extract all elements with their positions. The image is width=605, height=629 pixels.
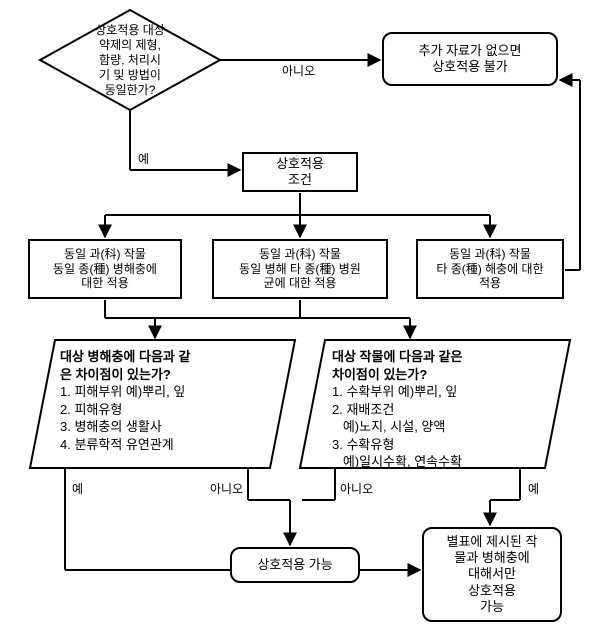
crop-question-item-2: 2. 재배조건 (332, 401, 557, 419)
edge-label-no-1: 아니오 (282, 62, 315, 79)
pest-question-item-3: 3. 병해충의 생활사 (60, 418, 280, 436)
no-data-box: 추가 자료가 없으면 상호적용 불가 (382, 32, 558, 86)
branch-same-pest: 동일 과(科) 작물 동일 종(種) 병해충에 대한 적용 (28, 239, 182, 299)
crop-question-item-3: 예)노지, 시설, 양액 (332, 418, 557, 436)
crop-question-item-5: 예)일시수확, 연속수확 (332, 453, 557, 471)
crop-question-item-1: 1. 수확부위 예)뿌리, 잎 (332, 383, 557, 401)
pest-question-item-4: 4. 분류학적 유연관계 (60, 436, 280, 454)
result-limited-text: 별표에 제시된 작 물과 병해충에 대해서만 상호적용 가능 (447, 534, 538, 615)
crop-question-header: 대상 작물에 다음과 같은 차이점이 있는가? (332, 348, 557, 383)
edge-label-yes-1: 예 (138, 150, 149, 167)
edge-label-yes-right: 예 (528, 480, 539, 497)
decision-start-text: 상호적용 대상 약제의 제형, 함량, 처리시 기 및 방법이 동일한가? (95, 23, 165, 98)
edge-label-no-left: 아니오 (210, 480, 243, 497)
branch-other-pest-l3: 적용 (436, 276, 543, 290)
condition-text: 상호적용 조건 (276, 156, 324, 189)
pest-question: 대상 병해충에 다음과 같 은 차이점이 있는가? 1. 피해부위 예)뿌리, … (60, 348, 280, 453)
branch-same-pest-l3: 대한 적용 (53, 276, 157, 290)
no-data-text: 추가 자료가 없으면 상호적용 불가 (419, 43, 522, 76)
branch-other-pest: 동일 과(科) 작물 타 종(種) 해충에 대한 적용 (416, 239, 564, 299)
branch-same-pathogen-l2: 동일 병해 타 종(種) 병원 (239, 262, 361, 276)
crop-question: 대상 작물에 다음과 같은 차이점이 있는가? 1. 수확부위 예)뿌리, 잎 … (332, 348, 557, 471)
result-possible: 상호적용 가능 (230, 547, 360, 583)
branch-other-pest-l1: 동일 과(科) 작물 (436, 247, 543, 261)
branch-same-pathogen-l1: 동일 과(科) 작물 (239, 247, 361, 261)
pest-question-item-2: 2. 피해유형 (60, 401, 280, 419)
branch-other-pest-l2: 타 종(種) 해충에 대한 (436, 262, 543, 276)
pest-question-item-1: 1. 피해부위 예)뿌리, 잎 (60, 383, 280, 401)
condition-box: 상호적용 조건 (242, 152, 358, 192)
pest-question-header: 대상 병해충에 다음과 같 은 차이점이 있는가? (60, 348, 280, 383)
result-limited: 별표에 제시된 작 물과 병해충에 대해서만 상호적용 가능 (422, 527, 562, 622)
branch-same-pathogen: 동일 과(科) 작물 동일 병해 타 종(種) 병원 균에 대한 적용 (212, 239, 388, 299)
result-possible-text: 상호적용 가능 (257, 557, 332, 573)
edge-label-no-right: 아니오 (340, 480, 373, 497)
branch-same-pest-l2: 동일 종(種) 병해충에 (53, 262, 157, 276)
branch-same-pest-l1: 동일 과(科) 작물 (53, 247, 157, 261)
edge-label-yes-left: 예 (72, 480, 83, 497)
crop-question-item-4: 3. 수확유형 (332, 436, 557, 454)
branch-same-pathogen-l3: 균에 대한 적용 (239, 276, 361, 290)
decision-start: 상호적용 대상 약제의 제형, 함량, 처리시 기 및 방법이 동일한가? (60, 20, 200, 100)
